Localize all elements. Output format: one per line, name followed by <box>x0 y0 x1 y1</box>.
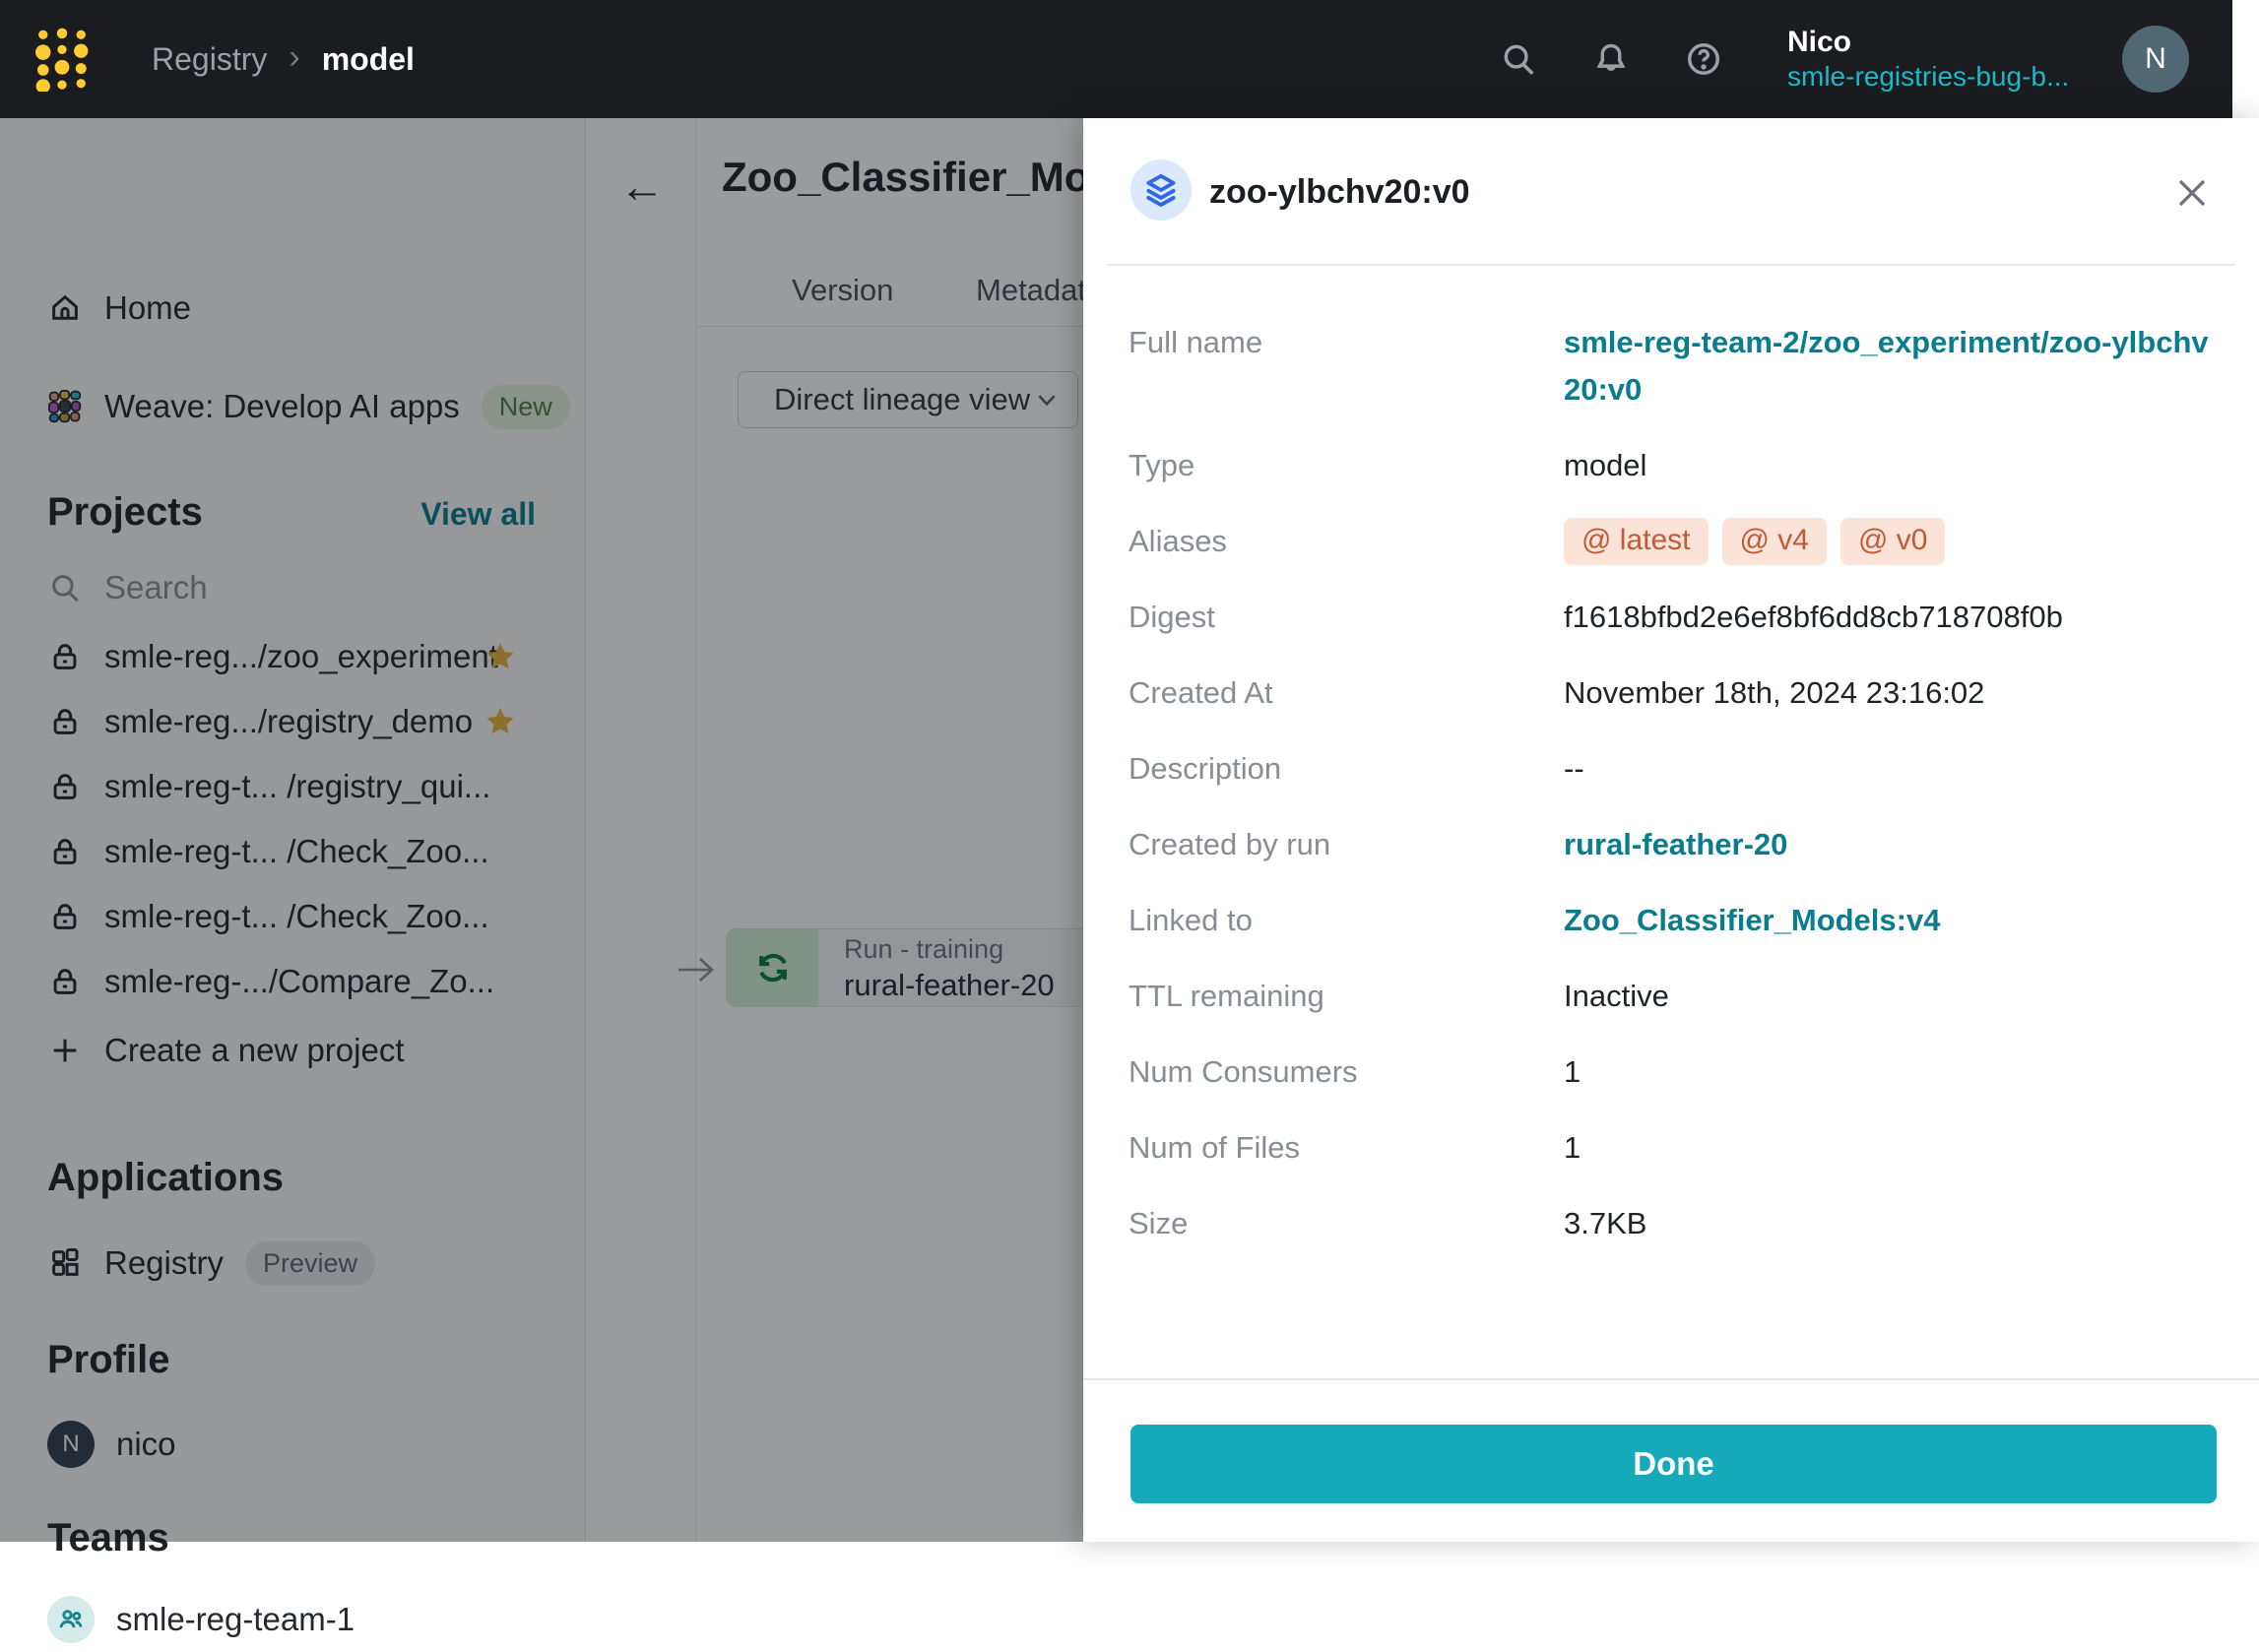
wandb-logo-icon[interactable] <box>30 27 95 92</box>
drawer-header: zoo-ylbchv20:v0 <box>1083 118 2259 264</box>
field-value-link[interactable]: rural-feather-20 <box>1564 821 2214 868</box>
scrollbar-gutter <box>2232 0 2259 118</box>
breadcrumb: Registry › model <box>152 41 415 78</box>
field-label: Created At <box>1129 669 1564 717</box>
notifications-bell-icon[interactable] <box>1592 40 1630 78</box>
close-icon[interactable] <box>2174 175 2210 211</box>
user-info[interactable]: Nico smle-registries-bug-b... <box>1787 25 2083 94</box>
field-value-link[interactable]: smle-reg-team-2/zoo_experiment/zoo-ylbch… <box>1564 319 2214 413</box>
field-label: Full name <box>1129 319 1564 413</box>
search-icon[interactable] <box>1500 40 1537 78</box>
breadcrumb-separator-icon: › <box>289 38 299 77</box>
breadcrumb-registry[interactable]: Registry <box>152 41 267 78</box>
user-name: Nico <box>1787 25 2083 60</box>
field-label: Num Consumers <box>1129 1048 1564 1096</box>
drawer-header-divider <box>1107 264 2235 266</box>
field-label: Created by run <box>1129 821 1564 868</box>
avatar[interactable]: N <box>2122 26 2189 93</box>
breadcrumb-model: model <box>322 41 415 78</box>
field-label: Size <box>1129 1200 1564 1247</box>
alias-list: @ latest @ v4 @ v0 <box>1564 518 1945 565</box>
artifact-type-badge <box>1130 159 1192 221</box>
artifact-title: zoo-ylbchv20:v0 <box>1209 173 1470 212</box>
field-value: November 18th, 2024 23:16:02 <box>1564 669 2214 717</box>
layers-icon <box>1142 171 1180 209</box>
user-team[interactable]: smle-registries-bug-b... <box>1787 60 2083 94</box>
team-icon <box>47 1596 95 1643</box>
field-value: model <box>1564 442 2214 489</box>
field-label: Description <box>1129 745 1564 793</box>
field-label: TTL remaining <box>1129 973 1564 1020</box>
alias-pill[interactable]: @ v4 <box>1722 518 1827 565</box>
field-value-link[interactable]: Zoo_Classifier_Models:v4 <box>1564 897 2214 944</box>
field-row: Description-- <box>1129 745 2214 793</box>
field-label: Type <box>1129 442 1564 489</box>
field-label: Num of Files <box>1129 1124 1564 1172</box>
field-value: 1 <box>1564 1048 2214 1096</box>
top-navbar: Registry › model Nico smle-registries-bu… <box>0 0 2232 118</box>
field-value: -- <box>1564 745 2214 793</box>
navbar-actions: Nico smle-registries-bug-b... N <box>1500 25 2232 94</box>
sidebar-item-team[interactable]: smle-reg-team-1 <box>47 1587 569 1652</box>
field-label: Aliases <box>1129 518 1564 565</box>
field-value: Inactive <box>1564 973 2214 1020</box>
done-button[interactable]: Done <box>1130 1425 2217 1503</box>
help-icon[interactable] <box>1685 40 1722 78</box>
field-label: Linked to <box>1129 897 1564 944</box>
field-row: Aliases@ latest @ v4 @ v0 <box>1129 518 2214 565</box>
alias-pill[interactable]: @ v0 <box>1840 518 1945 565</box>
field-value: 3.7KB <box>1564 1200 2214 1247</box>
drawer-footer-divider <box>1083 1378 2259 1380</box>
field-label: Digest <box>1129 594 1564 641</box>
team-name: smle-reg-team-1 <box>116 1601 355 1638</box>
field-value: f1618bfbd2e6ef8bf6dd8cb718708f0b <box>1564 594 2214 641</box>
field-value: 1 <box>1564 1124 2214 1172</box>
alias-pill[interactable]: @ latest <box>1564 518 1709 565</box>
